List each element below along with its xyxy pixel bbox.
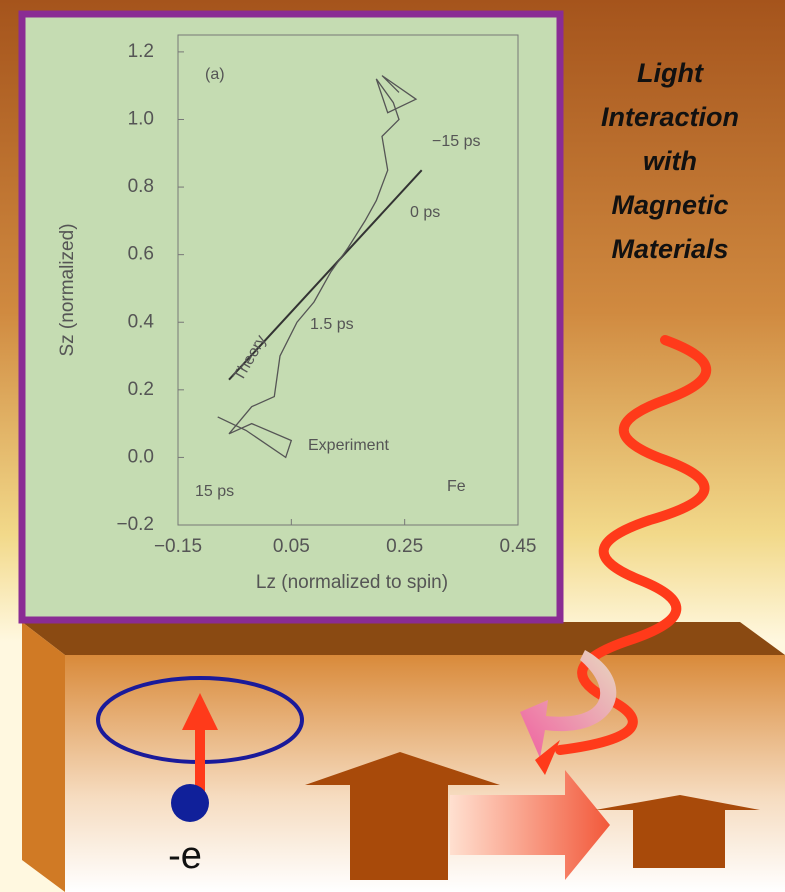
annotation: 0 ps [410, 204, 440, 221]
annotation: Fe [447, 478, 466, 495]
slide: Light Interaction with Magnetic Materials -e… [0, 0, 785, 892]
block-side [22, 622, 65, 892]
y-axis-label: Sz (normalized) [57, 223, 78, 356]
annotation: −15 ps [432, 133, 480, 150]
title-line: Magnetic [611, 190, 728, 220]
electron [171, 784, 209, 822]
title-line: Materials [611, 234, 728, 264]
chart-panel [22, 14, 560, 620]
y-tick-label: 0.4 [128, 311, 155, 332]
y-tick-label: −0.2 [116, 514, 154, 535]
annotation: 1.5 ps [310, 316, 354, 333]
series-label: Experiment [308, 437, 389, 454]
block-top [22, 622, 785, 655]
x-tick-label: 0.25 [386, 536, 423, 557]
y-tick-label: 0.0 [128, 446, 154, 467]
y-tick-label: 1.2 [128, 41, 154, 62]
y-tick-label: 0.6 [128, 244, 154, 265]
x-tick-label: −0.15 [154, 536, 202, 557]
title-line: Interaction [601, 102, 739, 132]
annotation: 15 ps [195, 483, 234, 500]
y-tick-label: 0.2 [128, 379, 154, 400]
annotation: (a) [205, 66, 225, 83]
y-tick-label: 0.8 [128, 176, 154, 197]
x-tick-label: 0.05 [273, 536, 310, 557]
y-tick-label: 1.0 [128, 108, 154, 129]
x-tick-label: 0.45 [500, 536, 537, 557]
electron-label: -e [168, 835, 202, 877]
title-line: with [643, 146, 697, 176]
title-line: Light [637, 58, 704, 88]
x-axis-label: Lz (normalized to spin) [256, 572, 448, 593]
